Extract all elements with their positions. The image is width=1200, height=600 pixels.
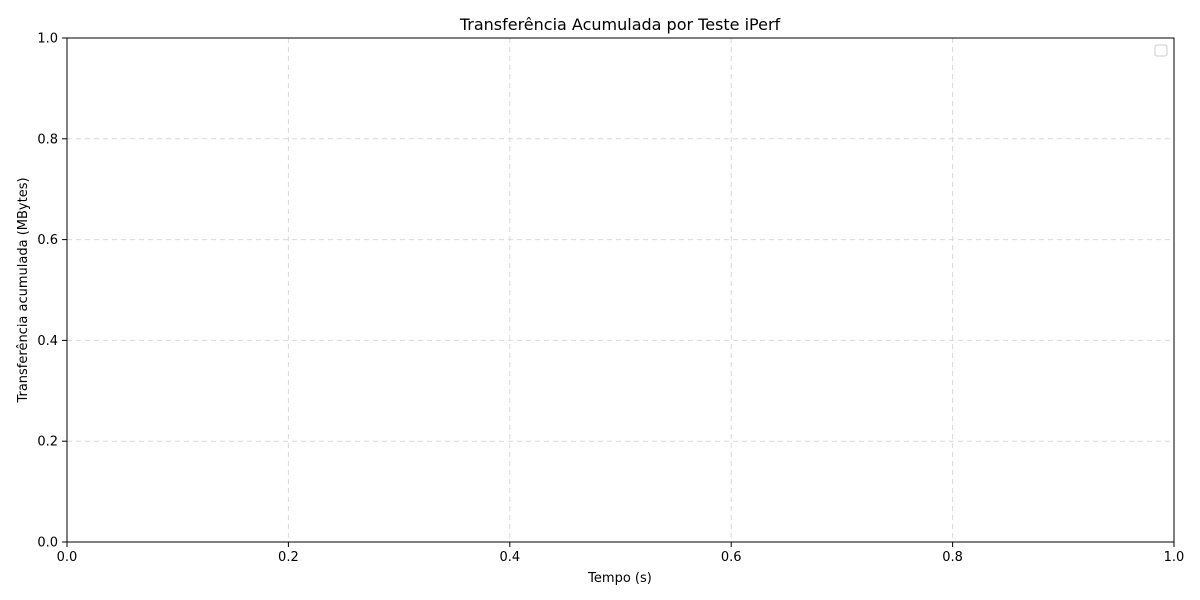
- plot-area: [66, 37, 1175, 543]
- y-tick-label: 0.2: [37, 435, 58, 450]
- x-tick-label: 0.4: [499, 550, 520, 565]
- chart-title: Transferência Acumulada por Teste iPerf: [459, 15, 781, 34]
- x-tick-label: 0.6: [721, 550, 742, 565]
- y-axis-label: Transferência acumulada (MBytes): [16, 177, 31, 403]
- y-tick-label: 0.4: [37, 334, 58, 349]
- x-axis-label: Tempo (s): [587, 571, 652, 586]
- y-tick-label: 0.6: [37, 233, 58, 248]
- y-tick-label: 0.0: [37, 536, 58, 551]
- y-tick-label: 0.8: [37, 132, 58, 147]
- legend: [1154, 44, 1168, 57]
- x-tick-label: 0.2: [278, 550, 299, 565]
- grid-lines: [66, 37, 1175, 543]
- y-tick-label: 1.0: [37, 32, 58, 47]
- x-tick-label: 0.8: [942, 550, 963, 565]
- axis-ticks: 0.0 0.2 0.4 0.6 0.8 1.0 0.0 0.2 0.4 0.6 0.8 1.0: [37, 32, 1184, 566]
- x-tick-label: 0.0: [57, 550, 78, 565]
- x-tick-label: 1.0: [1164, 550, 1185, 565]
